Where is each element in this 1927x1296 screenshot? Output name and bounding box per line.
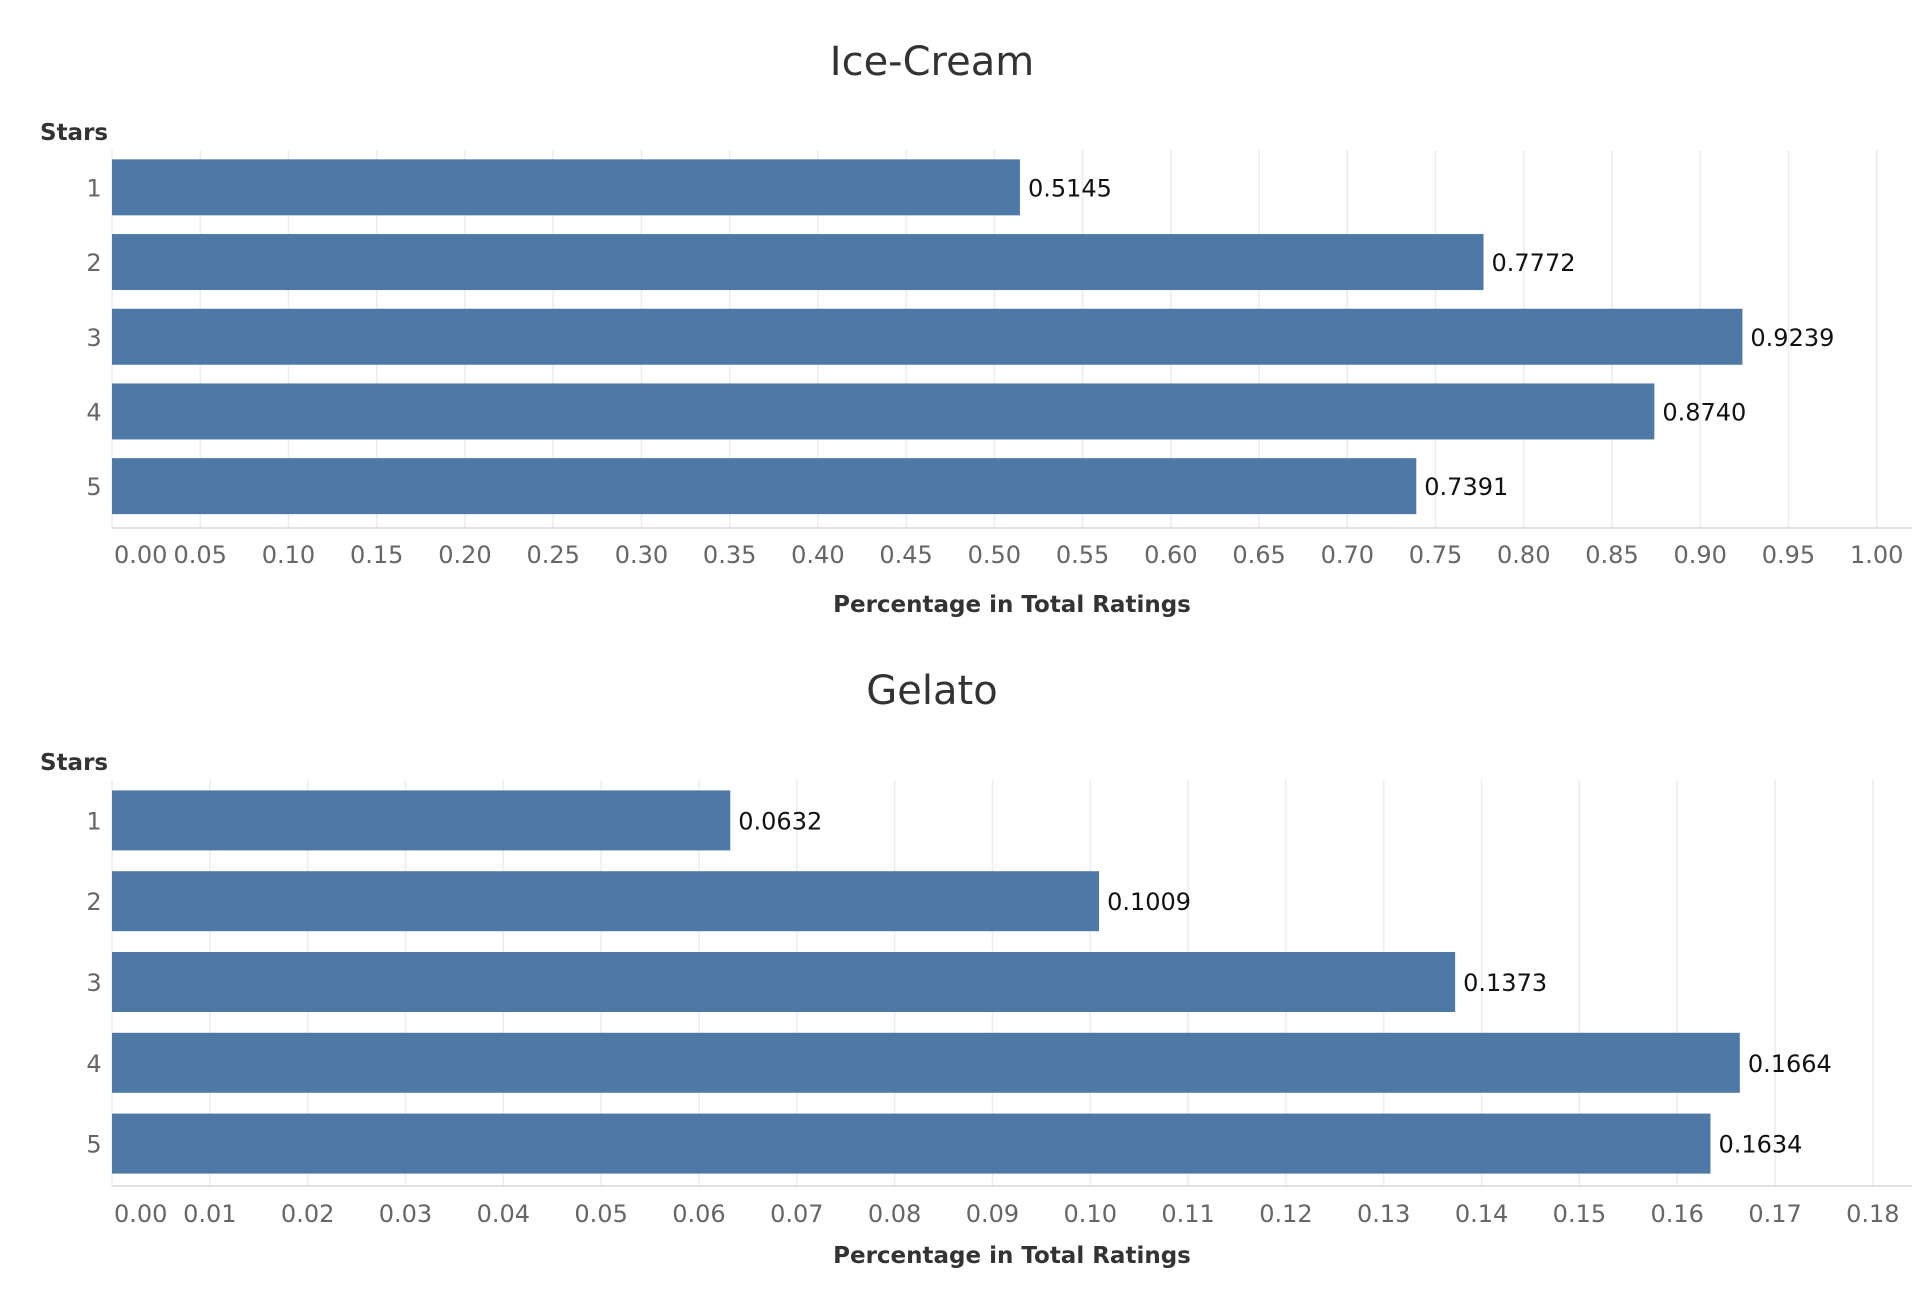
x-tick-label: 0.15	[350, 541, 403, 569]
x-tick-label: 0.15	[1553, 1200, 1606, 1228]
x-tick-label: 0.05	[574, 1200, 627, 1228]
x-tick-label: 0.85	[1585, 541, 1638, 569]
x-tick-label: 0.18	[1846, 1200, 1899, 1228]
bar-value-label: 0.7772	[1492, 249, 1576, 277]
x-tick-label: 0.01	[183, 1200, 236, 1228]
x-axis-title: Percentage in Total Ratings	[833, 592, 1191, 618]
x-tick-label: 0.60	[1144, 541, 1197, 569]
x-tick-label: 0.95	[1762, 541, 1815, 569]
y-tick-label: 1	[86, 807, 101, 835]
x-tick-label: 0.35	[703, 541, 756, 569]
bar-star-4	[112, 1032, 1740, 1093]
bar-value-label: 0.5145	[1028, 174, 1112, 202]
chart-title: Ice-Cream	[830, 39, 1034, 85]
x-tick-label: 0.17	[1748, 1200, 1801, 1228]
bar-star-1	[112, 159, 1020, 216]
x-tick-label: 0.80	[1497, 541, 1550, 569]
x-tick-label: 1.00	[1850, 541, 1903, 569]
x-tick-label: 0.30	[615, 541, 668, 569]
bar-star-2	[112, 234, 1484, 291]
x-tick-label: 0.25	[526, 541, 579, 569]
bar-star-1	[112, 790, 731, 851]
x-tick-label: 0.02	[281, 1200, 334, 1228]
y-tick-label: 5	[86, 1131, 101, 1159]
y-tick-label: 1	[86, 174, 101, 202]
x-tick-label: 0.09	[966, 1200, 1019, 1228]
x-tick-label: 0.10	[262, 541, 315, 569]
bar-value-label: 0.1373	[1463, 969, 1547, 997]
x-tick-label: 0.00	[114, 541, 167, 569]
x-axis-title: Percentage in Total Ratings	[833, 1243, 1191, 1269]
bar-value-label: 0.9239	[1750, 324, 1834, 352]
y-tick-label: 2	[86, 249, 101, 277]
x-tick-label: 0.10	[1064, 1200, 1117, 1228]
x-tick-label: 0.50	[968, 541, 1021, 569]
x-tick-label: 0.13	[1357, 1200, 1410, 1228]
x-tick-label: 0.55	[1056, 541, 1109, 569]
bar-star-3	[112, 308, 1743, 365]
x-tick-label: 0.90	[1674, 541, 1727, 569]
x-tick-label: 0.16	[1650, 1200, 1703, 1228]
x-tick-label: 0.14	[1455, 1200, 1508, 1228]
y-tick-label: 2	[86, 888, 101, 916]
y-axis-title: Stars	[40, 750, 108, 776]
chart-title: Gelato	[866, 668, 997, 714]
x-tick-label: 0.65	[1232, 541, 1285, 569]
bar-star-4	[112, 383, 1655, 440]
y-axis-title: Stars	[40, 120, 108, 146]
x-tick-label: 0.11	[1161, 1200, 1214, 1228]
bar-value-label: 0.7391	[1424, 473, 1508, 501]
x-tick-label: 0.70	[1321, 541, 1374, 569]
x-tick-label: 0.40	[791, 541, 844, 569]
x-tick-label: 0.03	[379, 1200, 432, 1228]
y-tick-label: 5	[86, 473, 101, 501]
bar-star-5	[112, 458, 1417, 515]
x-tick-label: 0.75	[1409, 541, 1462, 569]
x-tick-label: 0.20	[438, 541, 491, 569]
x-tick-label: 0.07	[770, 1200, 823, 1228]
y-tick-label: 3	[86, 324, 101, 352]
x-tick-label: 0.00	[114, 1200, 167, 1228]
y-tick-label: 3	[86, 969, 101, 997]
x-tick-label: 0.06	[672, 1200, 725, 1228]
x-tick-label: 0.08	[868, 1200, 921, 1228]
bar-star-3	[112, 952, 1456, 1012]
bar-value-label: 0.8740	[1662, 398, 1746, 426]
y-tick-label: 4	[86, 398, 101, 426]
x-tick-label: 0.12	[1259, 1200, 1312, 1228]
bar-value-label: 0.1009	[1107, 888, 1191, 916]
bar-value-label: 0.0632	[738, 807, 822, 835]
bar-star-5	[112, 1113, 1711, 1174]
x-tick-label: 0.04	[477, 1200, 530, 1228]
y-tick-label: 4	[86, 1050, 101, 1078]
bar-star-2	[112, 871, 1100, 932]
bar-value-label: 0.1634	[1718, 1131, 1802, 1159]
x-tick-label: 0.45	[879, 541, 932, 569]
bar-value-label: 0.1664	[1748, 1050, 1832, 1078]
x-tick-label: 0.05	[174, 541, 227, 569]
